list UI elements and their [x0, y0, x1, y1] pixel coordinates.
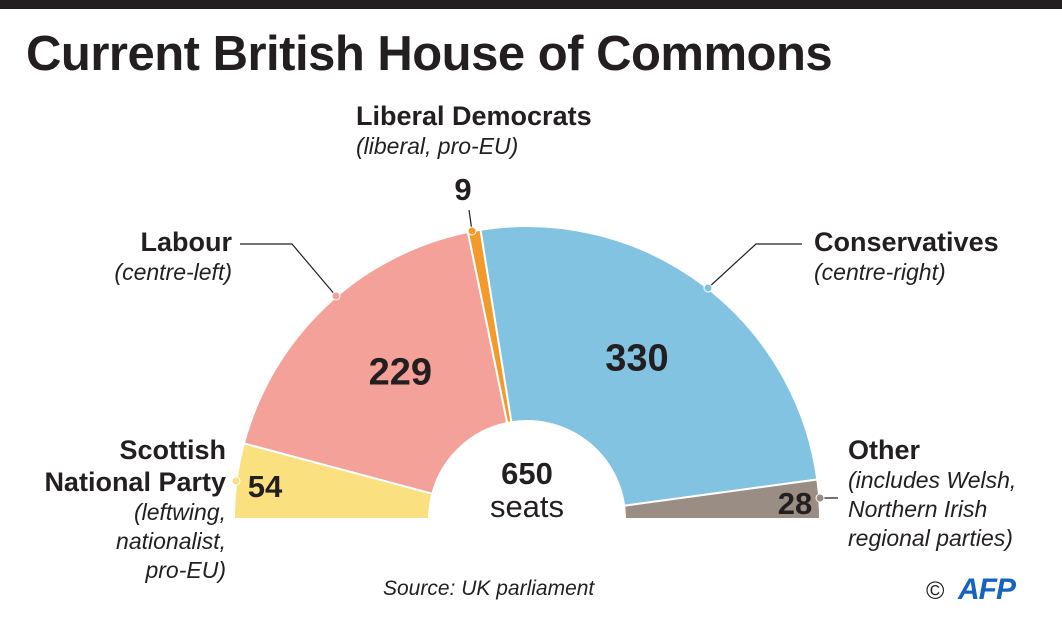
legend-snp-name-2: National Party — [44, 467, 226, 497]
legend-labour-name: Labour — [140, 227, 233, 257]
total-seats-value: 650 — [501, 456, 553, 491]
slice-other — [622, 478, 822, 520]
legend-snp-desc-3: pro-EU) — [145, 557, 226, 583]
leader-dot-snp — [231, 476, 241, 486]
legend-snp-desc-2: nationalist, — [116, 528, 226, 554]
slice-conservatives — [479, 225, 819, 507]
legend-snp-name-1: Scottish — [119, 435, 226, 465]
leader-dot-conservatives — [703, 283, 713, 293]
leader-line-labour — [240, 243, 337, 297]
legend-other-desc-2: Northern Irish — [848, 496, 988, 522]
leader-dot-labour — [331, 291, 341, 301]
value-label-other: 28 — [778, 486, 812, 521]
total-seats-unit: seats — [490, 489, 564, 524]
leader-line-conservatives — [707, 243, 802, 289]
legend-snp: Scottish National Party (leftwing, natio… — [44, 434, 226, 585]
legend-conservatives-name: Conservatives — [814, 227, 999, 257]
value-label-libdem: 9 — [454, 172, 471, 207]
source-note: Source: UK parliament — [383, 577, 595, 600]
leader-dot-libdem — [467, 226, 477, 236]
legend-libdem-desc: (liberal, pro-EU) — [356, 133, 519, 159]
chart-title: Current British House of Commons — [26, 27, 833, 81]
legend-other-desc-1: (includes Welsh, — [848, 467, 1017, 493]
legend-other: Other (includes Welsh, Northern Irish re… — [848, 434, 1016, 553]
legend-labour: Labour (centre-left) — [114, 226, 232, 287]
legend-snp-desc-1: (leftwing, — [133, 499, 226, 525]
legend-conservatives-desc: (centre-right) — [814, 259, 946, 285]
value-label-conservatives: 330 — [605, 338, 668, 380]
copyright-icon: © — [926, 577, 945, 605]
slice-labour — [242, 230, 509, 495]
leader-dot-other — [815, 493, 825, 503]
value-label-labour: 229 — [369, 352, 432, 394]
top-bar — [0, 0, 1062, 9]
legend-labour-desc: (centre-left) — [114, 259, 232, 285]
legend-other-name: Other — [848, 435, 921, 465]
afp-logo: AFP — [958, 573, 1016, 606]
legend-conservatives: Conservatives (centre-right) — [814, 226, 999, 287]
legend-libdem-name: Liberal Democrats — [356, 101, 592, 131]
legend-libdem: Liberal Democrats (liberal, pro-EU) — [356, 100, 592, 161]
legend-other-desc-3: regional parties) — [848, 525, 1013, 551]
value-label-snp: 54 — [248, 469, 283, 504]
